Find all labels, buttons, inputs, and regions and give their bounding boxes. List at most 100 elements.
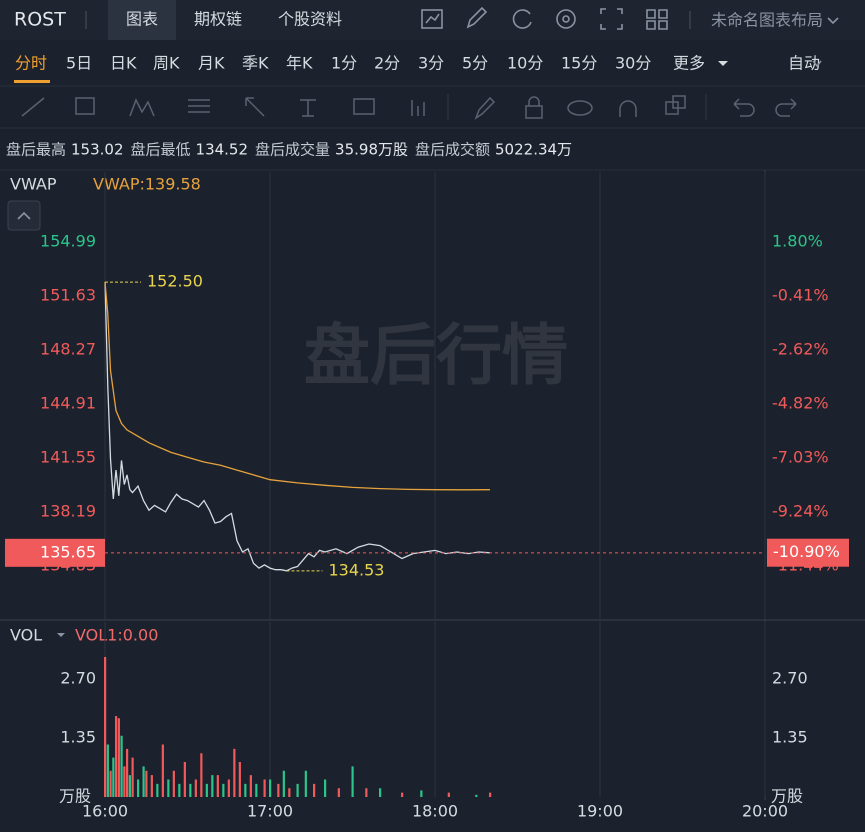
indicator: VWAP — [10, 175, 57, 194]
dropdown-icon — [812, 60, 822, 68]
volume-bar — [304, 770, 307, 797]
volume-bar — [131, 757, 134, 797]
y2-tick-label: 1.35 — [772, 727, 808, 746]
info-label: 盘后成交额 — [415, 141, 490, 159]
y2-tick-label: 1.80% — [772, 231, 823, 250]
period-tab[interactable]: 日K — [110, 54, 137, 73]
icon[interactable] — [466, 6, 488, 29]
period-tab[interactable]: 1分 — [331, 54, 357, 73]
volume-bar — [379, 788, 382, 797]
tool-icon[interactable] — [300, 99, 316, 117]
volume-bar — [205, 783, 208, 797]
volume-bar — [137, 779, 140, 797]
y2-tick-label: -9.24% — [772, 502, 829, 521]
period-underline — [14, 80, 50, 83]
tool-icon[interactable] — [353, 98, 375, 115]
icon — [562, 15, 570, 23]
icon[interactable] — [512, 9, 532, 29]
period-tab[interactable]: 分时 — [15, 54, 47, 73]
y-tick-label: 148.27 — [40, 340, 96, 359]
volume-bar — [475, 794, 478, 797]
x-tick-label: 19:00 — [577, 802, 623, 821]
collapse-button[interactable] — [7, 200, 41, 231]
y-tick-label: 138.19 — [40, 502, 96, 521]
tab[interactable]: 个股资料 — [278, 10, 342, 29]
y-tick-label: 151.63 — [40, 286, 96, 305]
volume-bar — [145, 770, 148, 797]
layout-name[interactable]: 未命名图表布局 — [711, 11, 823, 30]
period-tab[interactable]: 更多 — [673, 54, 705, 73]
tool-icon[interactable] — [567, 100, 593, 116]
tool-icon[interactable] — [245, 97, 265, 117]
period-tab[interactable]: 季K — [242, 54, 269, 73]
volume-bar — [255, 783, 258, 797]
period-tab[interactable]: 10分 — [507, 54, 543, 73]
period-tab[interactable]: 年K — [286, 54, 313, 73]
period-tab[interactable]: 5分 — [462, 54, 488, 73]
volume-bar — [277, 783, 280, 797]
volume-bar — [296, 783, 299, 797]
period-tab[interactable]: 周K — [153, 54, 180, 73]
y-tick-label: 2.70 — [60, 668, 96, 687]
last-price-box — [5, 538, 105, 567]
period-tab[interactable]: 2分 — [374, 54, 400, 73]
volume-bar — [106, 744, 109, 797]
info-value: 153.02 — [71, 141, 124, 159]
period-tab[interactable]: 15分 — [561, 54, 597, 73]
annotation-label: 152.50 — [147, 272, 203, 291]
volume-bar — [167, 779, 170, 797]
y2-tick-label: -0.41% — [772, 286, 829, 305]
volume-bar — [244, 783, 247, 797]
info-value: 134.52 — [196, 141, 249, 159]
y2-tick-label: 2.70 — [772, 668, 808, 687]
period-tab[interactable]: 月K — [198, 54, 225, 73]
tool-icon[interactable] — [129, 98, 155, 117]
collapse-icon — [17, 211, 31, 220]
volume-bar — [249, 775, 252, 797]
tab-active[interactable] — [108, 0, 176, 40]
volume-bar — [238, 762, 241, 797]
period-tab[interactable]: 5日 — [66, 54, 92, 73]
last-price: 135.65 — [40, 542, 96, 561]
icon[interactable] — [556, 9, 576, 29]
tab[interactable]: 图表 — [126, 10, 158, 29]
symbol: ROST — [14, 9, 66, 31]
volume-bar — [365, 788, 368, 797]
annotation-label: 134.53 — [329, 560, 385, 579]
watermark: 盘后行情 — [304, 317, 568, 394]
period-tab[interactable]: 3分 — [418, 54, 444, 73]
volume-bar — [142, 766, 145, 797]
volume-bar — [324, 779, 327, 797]
icon[interactable] — [421, 9, 443, 29]
volume-bar — [233, 748, 236, 797]
volume-bar — [109, 770, 112, 797]
volume-bar — [115, 716, 118, 797]
tool-icon[interactable] — [733, 98, 755, 117]
tool-icon[interactable] — [75, 97, 95, 115]
volume-bar — [211, 775, 214, 797]
icon[interactable] — [646, 9, 668, 30]
info-line: 盘后最高 153.02 盘后最低 134.52 盘后成交量 35.98万股 盘后成交额 502… — [6, 141, 572, 159]
icon[interactable] — [600, 8, 623, 30]
tool-icon[interactable] — [775, 98, 797, 117]
tool-icon[interactable] — [525, 105, 543, 119]
tool-icon — [672, 95, 686, 109]
scale-mode[interactable]: 自动 — [788, 54, 820, 73]
tool-icon[interactable] — [188, 99, 210, 113]
period-tab[interactable]: 30分 — [615, 54, 651, 73]
volume-bar — [194, 779, 197, 797]
dropdown-icon — [718, 61, 728, 66]
tool-icon[interactable] — [411, 100, 425, 116]
tab[interactable]: 期权链 — [194, 10, 242, 29]
series-line — [104, 282, 491, 491]
tool-icon[interactable] — [474, 96, 496, 120]
series-line — [104, 282, 491, 572]
indicator: VOL — [10, 626, 42, 645]
y-tick-label: 141.55 — [40, 448, 96, 467]
tool-icon[interactable] — [619, 100, 637, 117]
y2-tick-label: -7.03% — [772, 448, 829, 467]
tool-icon[interactable] — [21, 97, 45, 117]
volume-bar — [189, 783, 192, 797]
